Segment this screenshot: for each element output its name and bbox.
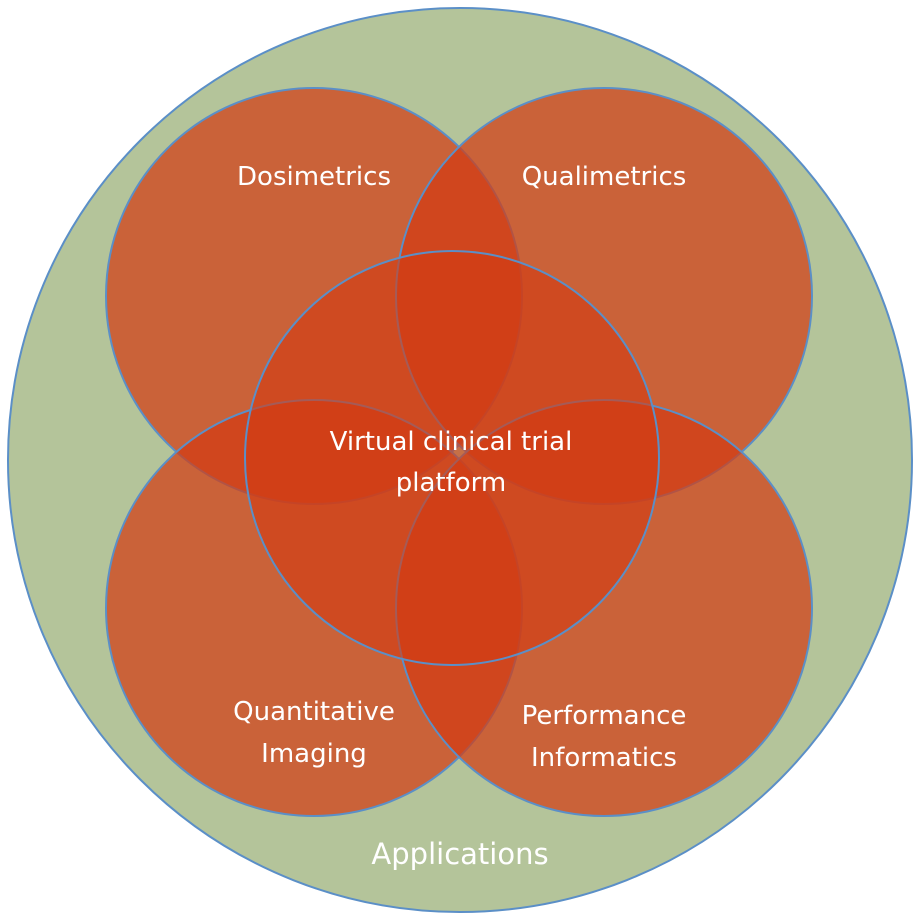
applications-label: Applications — [371, 837, 548, 871]
quantitative-imaging-label-line2: Imaging — [261, 739, 367, 769]
quantitative-imaging-label-line1: Quantitative — [233, 697, 395, 727]
performance-informatics-label-line1: Performance — [522, 701, 687, 731]
qualimetrics-label: Qualimetrics — [522, 162, 687, 192]
platform-label-line1: Virtual clinical trial — [330, 427, 573, 457]
dosimetrics-label: Dosimetrics — [237, 162, 391, 192]
performance-informatics-label-line2: Informatics — [531, 743, 677, 773]
platform-label-line2: platform — [396, 468, 506, 498]
platform-circle — [244, 250, 660, 666]
